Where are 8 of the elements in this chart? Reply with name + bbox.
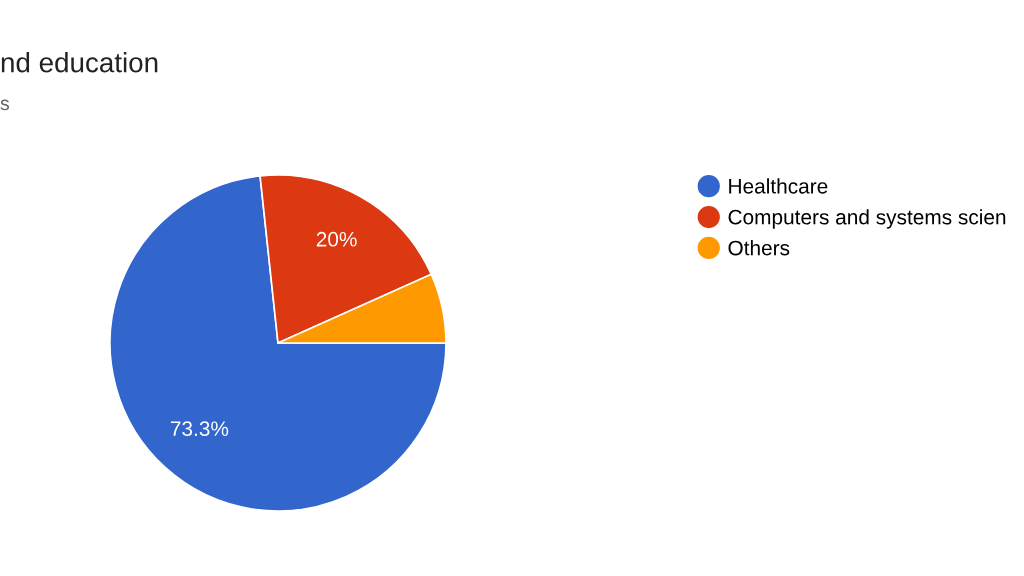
data-label: 73.3% bbox=[170, 421, 229, 437]
chart-title: nd education bbox=[1, 52, 158, 73]
legend-label: Others bbox=[728, 240, 790, 256]
chart-subtitle: s bbox=[0, 99, 10, 111]
legend-label: Healthcare bbox=[729, 178, 828, 194]
data-label: 20% bbox=[316, 231, 357, 247]
pie-slice bbox=[109, 175, 447, 512]
legend-label: Computers and systems scien bbox=[728, 209, 1006, 229]
